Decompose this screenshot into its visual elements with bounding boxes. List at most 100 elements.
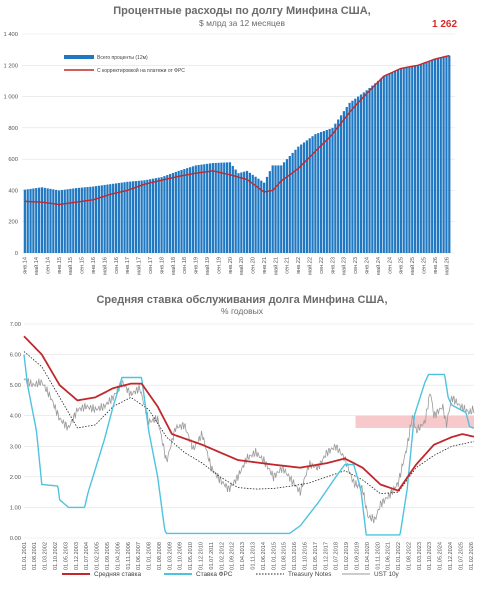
bar: [154, 178, 157, 253]
x-tick-label: май.24: [375, 257, 382, 275]
bar: [123, 182, 126, 253]
x-tick-label: 01.06.2014: [261, 542, 267, 570]
bar: [69, 188, 72, 253]
y-tick-label: 1 200: [3, 63, 18, 69]
x-tick-label: янв.26: [433, 257, 439, 274]
x-tick-label: янв.17: [125, 257, 131, 274]
legend-label-treasury-notes: Treasury Notes: [288, 571, 331, 578]
bar: [419, 64, 422, 254]
bar: [106, 184, 109, 253]
x-tick-label: 01.02.2019: [344, 542, 350, 570]
bar: [163, 176, 166, 253]
bar: [334, 123, 337, 253]
bar: [285, 159, 289, 253]
bar: [282, 162, 286, 253]
bar: [248, 172, 251, 253]
chart1-title: Процентные расходы по долгу Минфина США,: [113, 5, 371, 17]
bar: [288, 156, 291, 253]
x-tick-label: май.21: [272, 257, 279, 275]
bar: [314, 134, 317, 253]
bar: [83, 187, 86, 253]
bar: [257, 178, 260, 253]
bar: [151, 178, 155, 253]
bar: [317, 133, 320, 253]
x-tick-label: 01.02.2012: [219, 542, 225, 570]
bar: [399, 68, 402, 253]
bar: [43, 187, 46, 253]
bar: [362, 92, 365, 254]
y-tick-label: 600: [8, 157, 18, 163]
bar: [263, 182, 266, 253]
bar: [206, 163, 209, 253]
bar: [294, 149, 297, 253]
y-tick-label: 1 400: [3, 32, 18, 38]
x-tick-label: сен.20: [251, 257, 257, 274]
bar: [57, 190, 61, 253]
series-line: [23, 377, 475, 524]
x-tick-label: сен.14: [45, 257, 51, 274]
bar: [357, 96, 360, 253]
x-tick-label: янв.15: [57, 257, 63, 274]
bar: [411, 66, 414, 253]
x-tick-label: 01.10.2023: [427, 542, 433, 570]
bar: [208, 163, 212, 253]
highlight-band: [355, 415, 474, 428]
bar: [331, 127, 334, 253]
x-tick-label: май.25: [409, 257, 416, 275]
bar: [240, 172, 243, 253]
bar: [200, 164, 203, 253]
x-tick-label: 01.10.2016: [302, 542, 308, 570]
x-tick-label: 01.12.2024: [448, 542, 454, 570]
bar: [300, 144, 303, 253]
x-tick-label: 01.01.2001: [22, 542, 28, 570]
bar: [100, 185, 103, 253]
x-tick-label: 01.08.2008: [157, 542, 163, 570]
bar: [243, 171, 246, 253]
y-tick-label: 400: [8, 188, 18, 194]
bar: [416, 65, 420, 253]
x-tick-label: сен.22: [319, 257, 325, 274]
bar: [382, 76, 385, 254]
x-tick-label: янв.18: [159, 257, 165, 274]
y-tick-label: 1.00: [10, 505, 21, 511]
bar: [425, 62, 428, 253]
bar: [146, 179, 149, 253]
x-tick-label: сен.21: [285, 257, 291, 274]
x-tick-label: 01.06.2007: [136, 542, 142, 570]
legend-label-bars: Всего проценты (12м): [97, 55, 148, 61]
x-tick-label: 01.09.2019: [354, 542, 360, 570]
bar: [396, 69, 400, 253]
x-tick-label: май.15: [67, 257, 74, 275]
x-tick-label: сен.25: [421, 257, 427, 274]
x-tick-label: 01.05.2010: [188, 542, 194, 570]
bar: [291, 152, 294, 253]
bar: [368, 87, 371, 253]
legend-label-avg-rate: Средняя ставка: [94, 571, 141, 578]
bar: [188, 167, 192, 253]
x-tick-label: 01.12.2017: [323, 542, 329, 570]
y-tick-label: 7.00: [10, 322, 21, 328]
bar: [408, 66, 411, 253]
bar: [186, 168, 189, 253]
x-tick-label: 01.08.2001: [32, 542, 38, 570]
bar: [376, 80, 380, 254]
x-tick-label: 01.03.2002: [43, 542, 49, 570]
x-tick-label: 01.03.2016: [292, 542, 298, 570]
bar: [129, 181, 132, 253]
bar: [328, 128, 331, 253]
bar: [234, 169, 237, 253]
bar: [277, 165, 280, 253]
legend-label-ust10y: UST 10y: [374, 571, 400, 578]
bar: [80, 187, 83, 253]
bar: [103, 184, 106, 253]
y-tick-label: 0: [15, 251, 18, 257]
x-tick-label: май.18: [170, 257, 177, 275]
bar: [394, 71, 397, 254]
x-tick-label: май.22: [307, 257, 314, 275]
x-tick-label: май.26: [443, 257, 450, 275]
chart1-legend: Всего проценты (12м) С корректировкой на…: [64, 55, 185, 74]
bar: [339, 115, 343, 253]
bar: [374, 83, 377, 253]
bar: [223, 162, 226, 253]
legend-label-line: С корректировкой на платежи от ФРС: [97, 67, 185, 74]
